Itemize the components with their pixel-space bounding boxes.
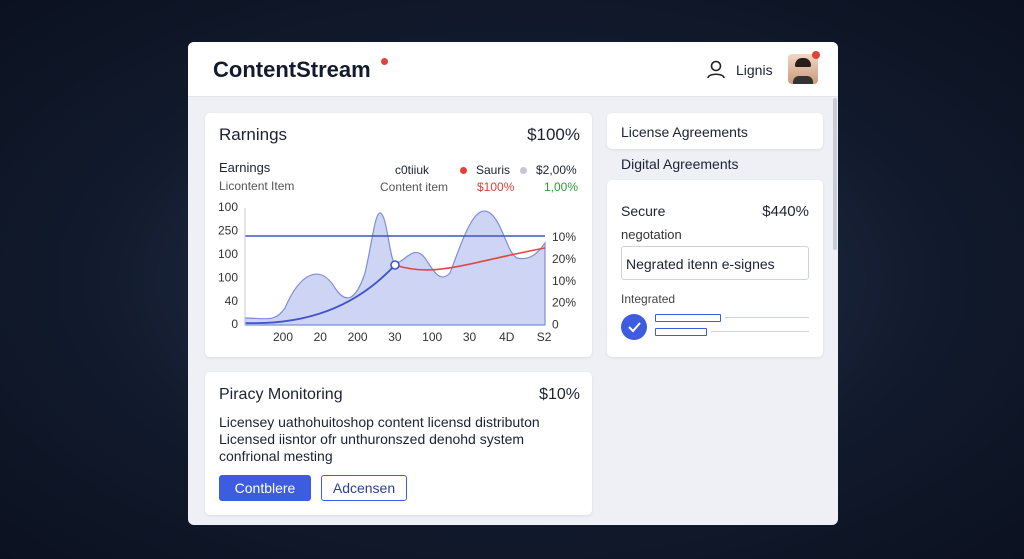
body-line: Licensed iisntor ofr unthuronszed denohd… bbox=[219, 431, 525, 447]
check-icon bbox=[621, 314, 647, 340]
user-label[interactable]: Lignis bbox=[736, 62, 773, 78]
x-tick-label: 4D bbox=[499, 330, 515, 344]
y2-tick-label: 10% bbox=[552, 274, 576, 288]
progress-bar bbox=[655, 328, 707, 336]
y2-tick-label: 10% bbox=[552, 230, 576, 244]
secure-card: Secure $440% negotation Negrated itenn e… bbox=[607, 180, 823, 357]
legend-value: 1,00% bbox=[544, 180, 579, 194]
divider bbox=[725, 317, 809, 318]
x-tick-label: 200 bbox=[348, 330, 368, 344]
license-card[interactable]: License Agreements bbox=[607, 113, 823, 149]
y-tick-label: 100 bbox=[218, 270, 238, 284]
scrollbar[interactable] bbox=[833, 98, 837, 250]
divider bbox=[711, 331, 809, 332]
card-total: $100% bbox=[527, 125, 580, 144]
text-input[interactable]: Negrated itenn e-signes bbox=[621, 246, 809, 280]
point[interactable] bbox=[390, 260, 400, 270]
subtitle: Earnings bbox=[219, 160, 271, 175]
legend-value: Content item bbox=[380, 180, 449, 194]
y2-tick-label: 0 bbox=[552, 317, 559, 331]
label: negotation bbox=[621, 227, 682, 242]
avatar[interactable] bbox=[788, 54, 818, 84]
app-window: ContentStream Lignis Rarnings $100% Earn… bbox=[188, 42, 838, 525]
legend-name: Sauris bbox=[476, 163, 511, 177]
y2-tick-label: 20% bbox=[552, 296, 576, 310]
progress-bar bbox=[655, 314, 721, 322]
x-tick-label: S2 bbox=[537, 330, 552, 344]
card-title: Secure bbox=[621, 203, 666, 219]
legend-name: $2,00% bbox=[536, 163, 577, 177]
y-tick-label: 100 bbox=[218, 247, 238, 261]
body-line: confrional mesting bbox=[219, 448, 333, 464]
x-tick-label: 20 bbox=[314, 330, 328, 344]
card-title: Rarnings bbox=[219, 125, 288, 144]
y2-tick-label: 20% bbox=[552, 252, 576, 266]
caption: Licontent Item bbox=[219, 179, 295, 193]
input-text: Negrated itenn e-signes bbox=[626, 256, 775, 272]
section-title[interactable]: Digital Agreements bbox=[621, 156, 739, 172]
x-tick-label: 200 bbox=[273, 330, 293, 344]
legend-value: $100% bbox=[477, 180, 515, 194]
card-title: License Agreements bbox=[621, 124, 748, 140]
y-tick-label: 0 bbox=[231, 317, 238, 331]
user-icon bbox=[707, 60, 725, 79]
brand[interactable]: ContentStream bbox=[213, 57, 371, 82]
card-title: Piracy Monitoring bbox=[219, 386, 343, 403]
notification-badge bbox=[812, 51, 820, 59]
piracy-card: Piracy Monitoring $10% Licensey uathohui… bbox=[205, 372, 592, 515]
y-tick-label: 100 bbox=[218, 200, 238, 214]
primary-button[interactable]: Contblere bbox=[219, 475, 311, 501]
secondary-button[interactable]: Adcensen bbox=[321, 475, 407, 501]
earnings-chart: 100 250 100 100 40 0 10% 20% 10% 20% 0 200 20 200 30 10… bbox=[218, 200, 576, 344]
legend-dot bbox=[520, 167, 527, 174]
line-shape bbox=[394, 247, 546, 271]
body-line: Licensey uathohuitoshop content licensd … bbox=[219, 414, 540, 430]
y-tick-label: 250 bbox=[218, 224, 238, 238]
x-tick-label: 30 bbox=[463, 330, 477, 344]
card-value: $10% bbox=[539, 386, 580, 403]
x-tick-label: 30 bbox=[388, 330, 402, 344]
legend-dot bbox=[460, 167, 467, 174]
legend-name: c0tiiuk bbox=[395, 163, 430, 177]
header: ContentStream Lignis bbox=[188, 42, 838, 97]
x-tick-label: 100 bbox=[422, 330, 442, 344]
y-tick-label: 40 bbox=[225, 294, 239, 308]
card-value: $440% bbox=[762, 203, 809, 220]
earnings-card: Rarnings $100% Earnings Licontent Item c… bbox=[205, 113, 592, 357]
label: Integrated bbox=[621, 292, 676, 306]
brand-dot bbox=[381, 58, 388, 65]
line-shape bbox=[244, 264, 396, 325]
